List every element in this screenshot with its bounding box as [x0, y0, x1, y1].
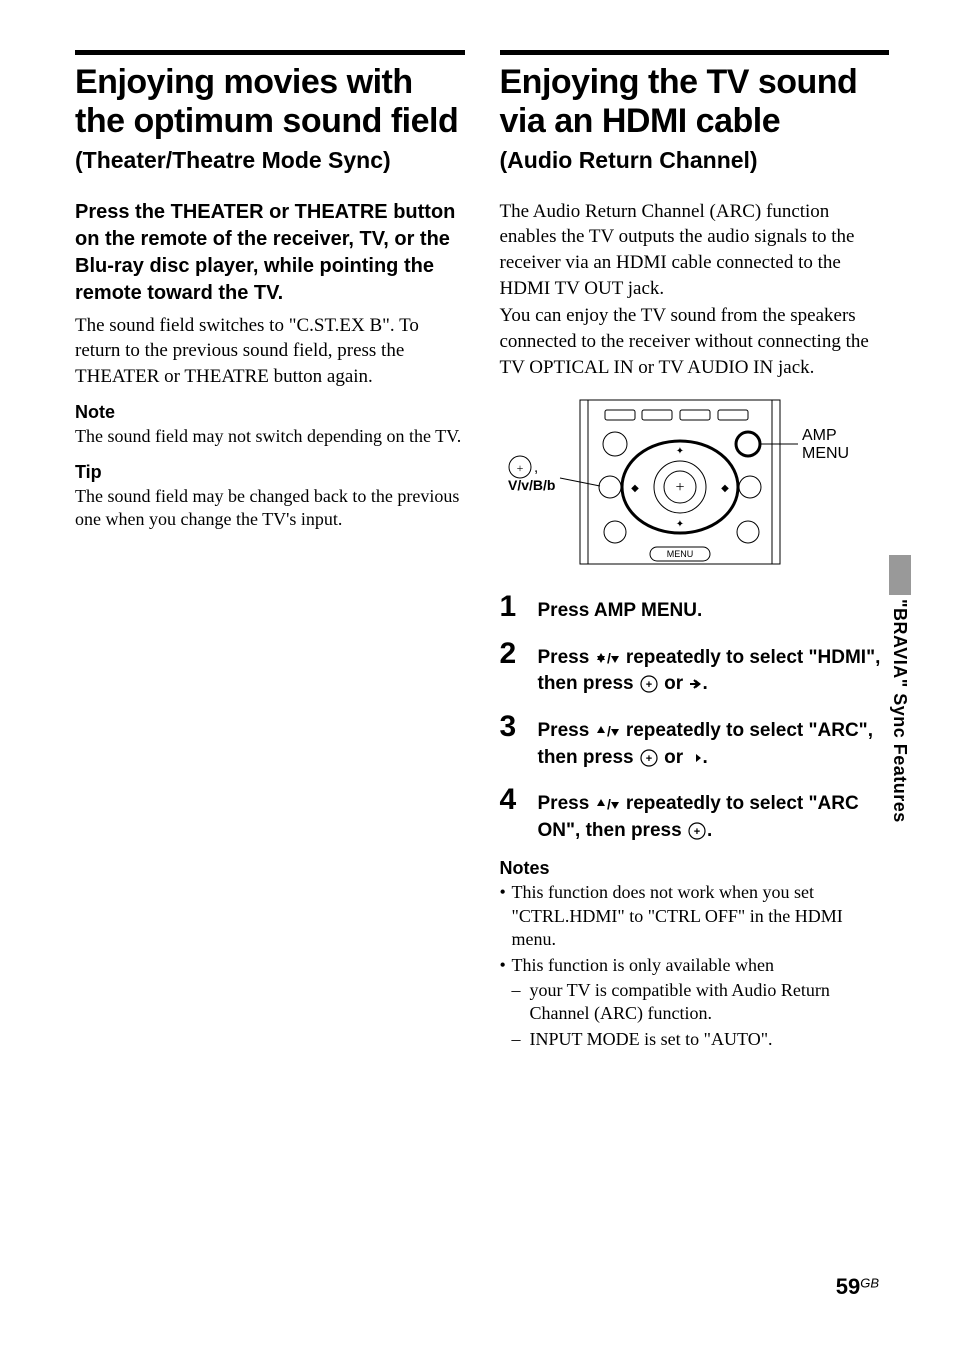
step-4: 4 Press / repeatedly to select "ARC ON",…	[500, 785, 890, 844]
svg-text:MENU: MENU	[802, 445, 849, 462]
t: Press	[538, 647, 595, 668]
t: .	[707, 820, 712, 841]
t: .	[702, 673, 707, 694]
page-lang: GB	[860, 1276, 879, 1291]
section-rule-right	[500, 50, 890, 55]
note-body: The sound field may not switch depending…	[75, 425, 465, 448]
step-num: 1	[500, 592, 522, 622]
section-rule-left	[75, 50, 465, 55]
svg-text:/: /	[607, 724, 611, 738]
remote-svg: + ✦ ✦ ◆ ◆ MENU +	[500, 392, 890, 572]
step-2: 2 Press / repeatedly to select "HDMI", t…	[500, 639, 890, 698]
sub-notes-list: your TV is compatible with Audio Return …	[512, 979, 890, 1051]
svg-text:+: +	[675, 479, 684, 496]
svg-text:✦: ✦	[675, 446, 683, 457]
right-subtitle: (Audio Return Channel)	[500, 147, 890, 175]
steps-list: 1 Press AMP MENU. 2 Press / repeatedly t…	[500, 592, 890, 844]
svg-text:/: /	[607, 651, 611, 665]
t: .	[702, 747, 707, 768]
svg-text:✦: ✦	[675, 519, 683, 530]
right-arrow-icon	[688, 747, 702, 768]
t: or	[659, 747, 689, 768]
step-text: Press / repeatedly to select "ARC ON", t…	[538, 785, 890, 844]
enter-icon: +	[639, 747, 659, 768]
step-num: 2	[500, 639, 522, 669]
left-intro-heading: Press the THEATER or THEATRE button on t…	[75, 199, 465, 307]
arrows-icon: /	[595, 793, 621, 814]
svg-text:+: +	[646, 679, 652, 691]
step-1: 1 Press AMP MENU.	[500, 592, 890, 625]
left-intro-body: The sound field switches to "C.ST.EX B".…	[75, 313, 465, 390]
step-text: Press / repeatedly to select "ARC", then…	[538, 712, 890, 771]
svg-text:MENU: MENU	[666, 549, 693, 559]
notes-label: Notes	[500, 858, 890, 879]
step-text: Press / repeatedly to select "HDMI", the…	[538, 639, 890, 698]
svg-text:+: +	[694, 826, 700, 838]
note-item: This function does not work when you set…	[500, 881, 890, 951]
svg-text:V/v/B/b: V/v/B/b	[508, 477, 555, 493]
step-text: Press AMP MENU.	[538, 592, 703, 625]
notes-list: This function does not work when you set…	[500, 881, 890, 1051]
tip-label: Tip	[75, 462, 465, 483]
left-subtitle: (Theater/Theatre Mode Sync)	[75, 147, 465, 175]
side-tab: "BRAVIA" Sync Features	[889, 555, 911, 825]
right-column: Enjoying the TV sound via an HDMI cable …	[500, 50, 890, 1053]
svg-text:+: +	[646, 753, 652, 765]
tip-body: The sound field may be changed back to t…	[75, 485, 465, 532]
svg-text:◆: ◆	[631, 483, 639, 494]
svg-text:◆: ◆	[721, 483, 729, 494]
step-num: 3	[500, 712, 522, 742]
svg-text:AMP: AMP	[802, 427, 837, 444]
step-num: 4	[500, 785, 522, 815]
arrows-icon: /	[595, 720, 621, 741]
svg-text:+: +	[516, 461, 523, 475]
right-intro-p2: You can enjoy the TV sound from the spea…	[500, 303, 890, 380]
note-text: This function is only available when	[512, 955, 774, 975]
step-3: 3 Press / repeatedly to select "ARC", th…	[500, 712, 890, 771]
left-title: Enjoying movies with the optimum sound f…	[75, 63, 465, 141]
right-title: Enjoying the TV sound via an HDMI cable	[500, 63, 890, 141]
svg-text:,: ,	[534, 459, 538, 476]
svg-text:/: /	[607, 797, 611, 811]
left-column: Enjoying movies with the optimum sound f…	[75, 50, 465, 1053]
sub-note-item: your TV is compatible with Audio Return …	[512, 979, 890, 1026]
enter-icon: +	[639, 673, 659, 694]
note-item: This function is only available when you…	[500, 954, 890, 1052]
right-arrow-icon	[688, 673, 702, 694]
side-tab-text: "BRAVIA" Sync Features	[889, 599, 910, 823]
page-number: 59	[836, 1274, 860, 1299]
sub-note-item: INPUT MODE is set to "AUTO".	[512, 1028, 890, 1051]
t: Press	[538, 793, 595, 814]
arrows-icon: /	[595, 647, 621, 668]
enter-icon: +	[687, 820, 707, 841]
t: Press	[538, 720, 595, 741]
side-tab-marker	[889, 555, 911, 595]
right-intro-p1: The Audio Return Channel (ARC) function …	[500, 199, 890, 302]
page-footer: 59GB	[836, 1274, 879, 1300]
remote-diagram: + ✦ ✦ ◆ ◆ MENU +	[500, 392, 890, 572]
note-label: Note	[75, 402, 465, 423]
t: or	[659, 673, 689, 694]
